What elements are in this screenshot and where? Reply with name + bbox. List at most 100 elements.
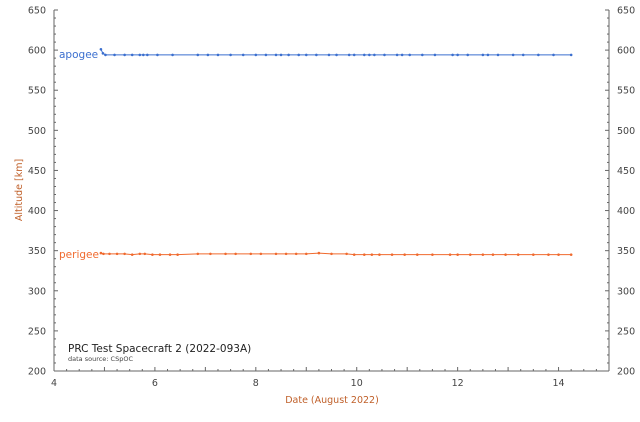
- data-point-perigee: [370, 253, 374, 256]
- data-point-apogee: [347, 53, 351, 57]
- data-point-apogee: [383, 53, 386, 57]
- y-tick-label-left: 350: [28, 246, 46, 257]
- data-point-apogee: [241, 53, 245, 57]
- data-point-perigee: [196, 252, 200, 256]
- data-point-apogee: [196, 53, 200, 57]
- data-point-apogee: [521, 53, 525, 57]
- data-point-perigee: [304, 252, 308, 256]
- x-tick-label: 4: [51, 378, 57, 389]
- data-point-perigee: [143, 252, 147, 256]
- data-point-perigee: [317, 251, 321, 255]
- data-point-perigee: [390, 253, 394, 256]
- y-tick-label-left: 600: [28, 46, 46, 57]
- data-point-perigee: [569, 253, 573, 256]
- data-point-perigee: [415, 253, 419, 256]
- data-point-apogee: [481, 53, 485, 57]
- data-point-apogee: [274, 53, 278, 57]
- data-point-apogee: [304, 53, 308, 57]
- data-point-apogee: [206, 53, 210, 57]
- data-point-apogee: [466, 53, 470, 57]
- data-point-apogee: [400, 53, 404, 57]
- data-point-perigee: [158, 253, 162, 256]
- x-axis-label: Date (August 2022): [285, 395, 379, 406]
- y-tick-label-left: 250: [28, 326, 46, 337]
- data-point-apogee: [287, 53, 290, 57]
- data-point-perigee: [468, 253, 472, 256]
- data-point-apogee: [395, 53, 399, 57]
- data-point-perigee: [330, 252, 333, 256]
- data-point-perigee: [234, 252, 237, 256]
- y-tick-label-left: 500: [28, 126, 46, 137]
- chart-title: PRC Test Spacecraft 2 (2022-093A): [68, 343, 251, 355]
- data-point-apogee: [216, 53, 220, 57]
- data-point-perigee: [259, 252, 263, 256]
- y-tick-label-right: 550: [617, 86, 635, 97]
- series-label-apogee: apogee: [59, 49, 98, 61]
- data-point-apogee: [335, 53, 338, 57]
- data-point-perigee: [284, 252, 288, 256]
- data-point-perigee: [115, 252, 119, 256]
- data-point-apogee: [421, 53, 424, 57]
- data-point-apogee: [104, 53, 107, 57]
- data-point-apogee: [537, 53, 540, 57]
- data-point-apogee: [327, 53, 331, 57]
- data-point-apogee: [279, 53, 283, 57]
- data-point-apogee: [229, 53, 232, 57]
- series-label-perigee: perigee: [59, 249, 99, 261]
- y-tick-label-left: 550: [28, 86, 46, 97]
- data-point-apogee: [569, 53, 573, 57]
- data-point-apogee: [315, 53, 318, 57]
- y-tick-label-right: 250: [617, 326, 635, 337]
- y-tick-label-left: 650: [28, 6, 46, 17]
- data-point-perigee: [516, 253, 520, 256]
- data-point-apogee: [101, 52, 105, 55]
- data-point-perigee: [274, 252, 278, 256]
- data-point-apogee: [373, 53, 376, 57]
- data-point-apogee: [552, 53, 555, 57]
- y-tick-label-right: 200: [617, 367, 635, 378]
- data-point-apogee: [408, 53, 412, 57]
- y-tick-label-right: 400: [617, 206, 635, 217]
- y-tick-label-left: 400: [28, 206, 46, 217]
- data-point-apogee: [433, 53, 437, 57]
- x-tick-label: 6: [152, 378, 158, 389]
- data-point-apogee: [451, 53, 454, 57]
- y-tick-label-left: 300: [28, 286, 46, 297]
- data-point-perigee: [151, 253, 154, 256]
- data-point-apogee: [352, 53, 356, 57]
- data-point-perigee: [532, 253, 535, 256]
- data-point-apogee: [99, 48, 103, 51]
- data-point-apogee: [130, 53, 134, 57]
- data-point-apogee: [362, 53, 366, 57]
- data-point-perigee: [504, 253, 507, 256]
- series-line-perigee: [100, 252, 572, 256]
- data-point-perigee: [491, 253, 495, 256]
- data-point-perigee: [481, 253, 485, 256]
- x-tick-label: 12: [452, 378, 464, 389]
- data-point-perigee: [123, 252, 126, 256]
- x-tick-label: 8: [253, 378, 259, 389]
- data-point-perigee: [557, 253, 560, 256]
- data-point-apogee: [146, 53, 149, 57]
- data-point-apogee: [113, 53, 116, 57]
- data-point-perigee: [431, 253, 434, 256]
- data-point-apogee: [368, 53, 371, 57]
- y-tick-label-left: 200: [28, 367, 46, 378]
- data-point-apogee: [456, 53, 459, 57]
- y-tick-label-right: 500: [617, 126, 635, 137]
- data-point-apogee: [254, 53, 258, 57]
- y-tick-label-right: 650: [617, 6, 635, 17]
- series-group: [99, 48, 573, 256]
- data-point-perigee: [108, 252, 111, 256]
- data-point-perigee: [138, 252, 142, 256]
- data-point-apogee: [297, 53, 301, 57]
- y-tick-label-right: 600: [617, 46, 635, 57]
- data-point-apogee: [264, 53, 268, 57]
- data-point-apogee: [142, 53, 145, 57]
- data-point-perigee: [99, 251, 103, 255]
- data-point-apogee: [123, 53, 126, 57]
- data-point-perigee: [130, 253, 134, 256]
- data-point-perigee: [403, 253, 406, 256]
- data-point-perigee: [547, 253, 550, 256]
